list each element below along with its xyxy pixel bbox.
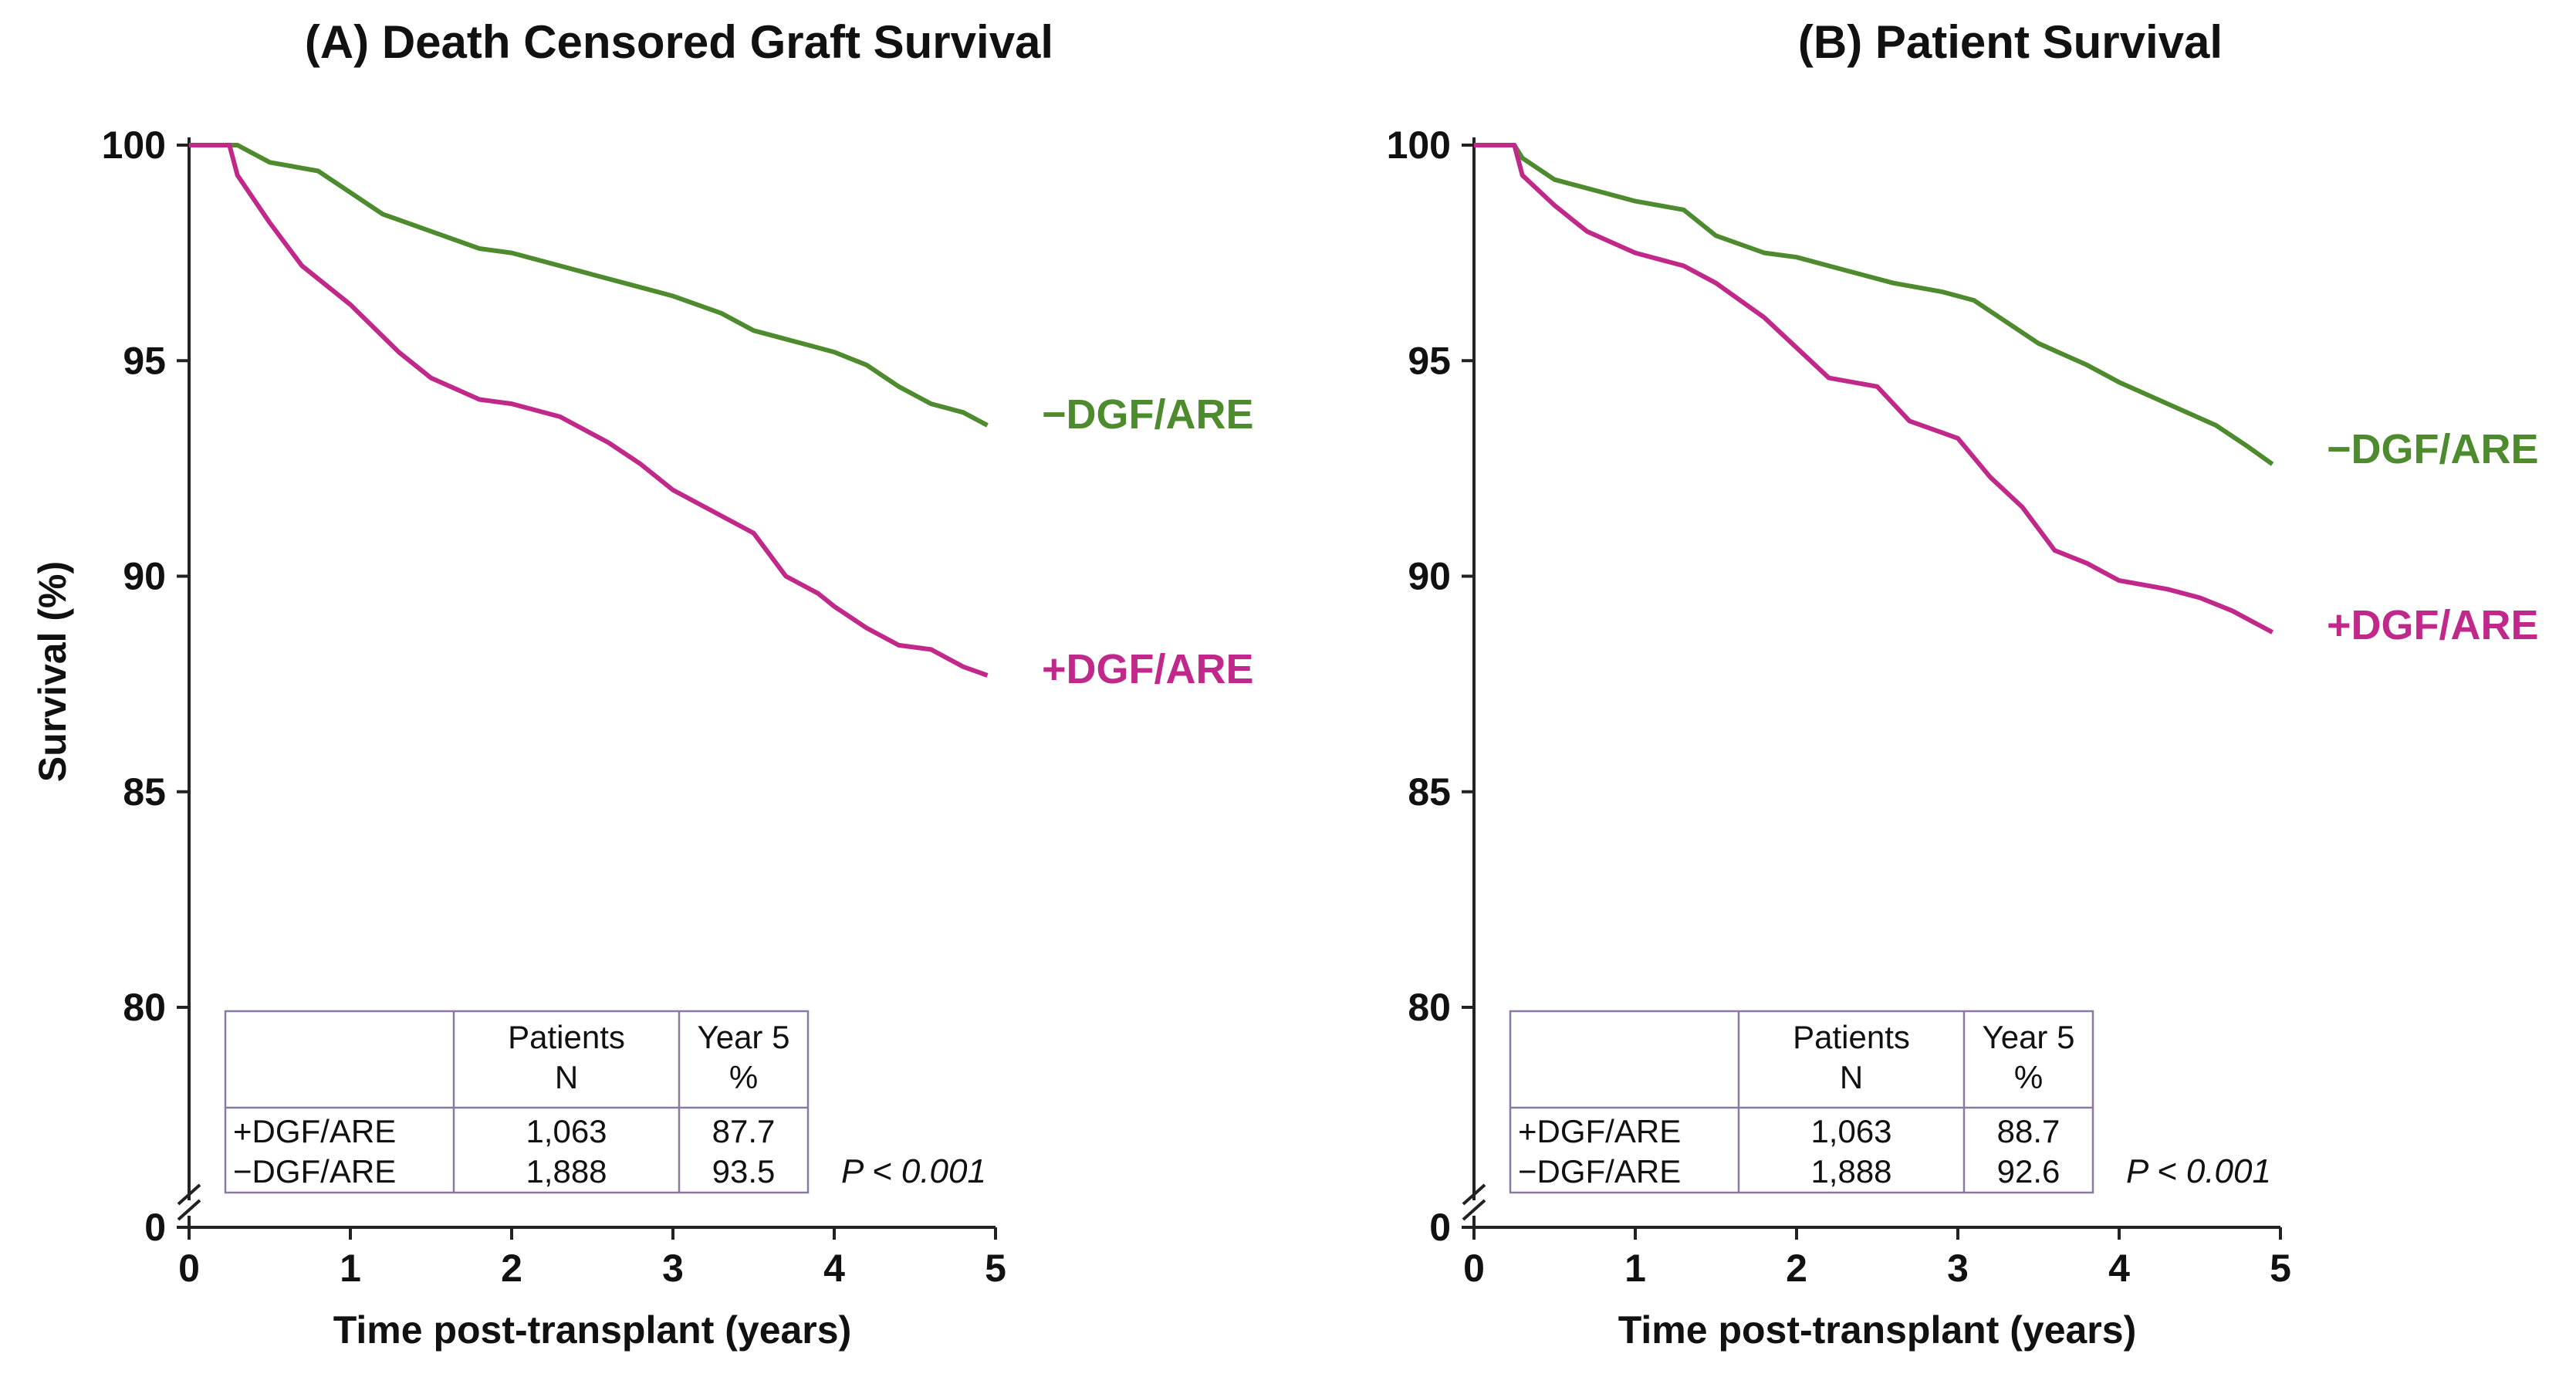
y-tick-label: 85	[123, 770, 166, 814]
y-axis-label: Survival (%)	[31, 561, 74, 782]
axis-break-mark	[177, 1199, 201, 1221]
series-label: +DGF/ARE	[1042, 646, 1254, 692]
axis-break-mark	[177, 1183, 201, 1206]
table-header-unit: %	[2014, 1059, 2043, 1095]
series-line-plus-dgf-are	[1474, 143, 2274, 634]
chart-panel-a: (A) Death Censored Graft Survival 0 80 85 90…	[31, 16, 1254, 1352]
series-line-minus-dgf-are	[1474, 143, 2274, 466]
table-cell: 1,063	[1810, 1113, 1891, 1149]
table-cell: +DGF/ARE	[233, 1113, 396, 1149]
table-header: Year 5	[698, 1019, 790, 1055]
series-label: −DGF/ARE	[2327, 426, 2539, 472]
table-cell: +DGF/ARE	[1518, 1113, 1681, 1149]
table-cell: 1,888	[1810, 1153, 1891, 1189]
table-cell: 92.6	[1997, 1153, 2060, 1189]
table-cell: −DGF/ARE	[233, 1153, 396, 1189]
table-header: Patients	[508, 1019, 625, 1055]
x-tick-label: 4	[823, 1247, 845, 1290]
x-tick-label: 5	[985, 1247, 1006, 1290]
x-tick-label: 2	[1786, 1247, 1807, 1290]
p-value: P < 0.001	[2126, 1152, 2271, 1190]
y-tick-label: 100	[102, 124, 166, 167]
x-tick-label: 4	[2108, 1247, 2130, 1290]
table-border	[224, 1010, 810, 1194]
chart-panel-b: (B) Patient Survival 0 80 85 90 95 100 0 1 2 3 4 5 Ti…	[1387, 16, 2539, 1352]
x-tick-label: 0	[1463, 1247, 1485, 1290]
table-border	[1509, 1010, 2094, 1194]
y-tick-label: 95	[123, 339, 166, 382]
x-tick-label: 3	[662, 1247, 684, 1290]
x-tick-label: 1	[340, 1247, 361, 1290]
table-header: Year 5	[1983, 1019, 2075, 1055]
y-tick-label: 85	[1408, 770, 1451, 814]
series-label: +DGF/ARE	[2327, 602, 2539, 648]
table-header-unit: %	[729, 1059, 758, 1095]
y-tick-label: 95	[1408, 339, 1451, 382]
x-tick-label: 3	[1947, 1247, 1969, 1290]
table-header-unit: N	[1840, 1059, 1863, 1095]
table-cell: 88.7	[1997, 1113, 2060, 1149]
table-cell: 1,063	[526, 1113, 607, 1149]
chart-title: (B) Patient Survival	[1798, 16, 2223, 68]
summary-table: Patients Year 5 N % +DGF/ARE 1,063 87.7 −DGF/AR…	[224, 1010, 810, 1194]
y-tick-label: 90	[123, 555, 166, 598]
y-tick-label: 0	[1429, 1206, 1451, 1249]
x-axis-label: Time post-transplant (years)	[1618, 1308, 2136, 1352]
y-tick-label: 0	[144, 1206, 166, 1249]
table-cell: −DGF/ARE	[1518, 1153, 1681, 1189]
x-tick-label: 1	[1624, 1247, 1646, 1290]
x-tick-label: 2	[501, 1247, 522, 1290]
chart-title: (A) Death Censored Graft Survival	[305, 16, 1053, 68]
y-tick-label: 90	[1408, 555, 1451, 598]
table-cell: 1,888	[526, 1153, 607, 1189]
p-value: P < 0.001	[841, 1152, 986, 1190]
table-header: Patients	[1793, 1019, 1910, 1055]
series-label: −DGF/ARE	[1042, 391, 1254, 438]
y-tick-label: 80	[1408, 986, 1451, 1029]
axis-break-mark	[1462, 1183, 1486, 1206]
table-cell: 87.7	[712, 1113, 776, 1149]
y-tick-label: 80	[123, 986, 166, 1029]
summary-table: Patients Year 5 N % +DGF/ARE 1,063 88.7 −DGF/AR…	[1509, 1010, 2094, 1194]
x-tick-label: 5	[2270, 1247, 2291, 1290]
series-line-minus-dgf-are	[189, 143, 989, 428]
x-tick-label: 0	[178, 1247, 200, 1290]
x-axis-label: Time post-transplant (years)	[333, 1308, 851, 1352]
axis-break-mark	[1462, 1199, 1486, 1221]
y-tick-label: 100	[1387, 124, 1451, 167]
series-line-plus-dgf-are	[189, 143, 989, 678]
table-cell: 93.5	[712, 1153, 776, 1189]
table-header-unit: N	[555, 1059, 578, 1095]
